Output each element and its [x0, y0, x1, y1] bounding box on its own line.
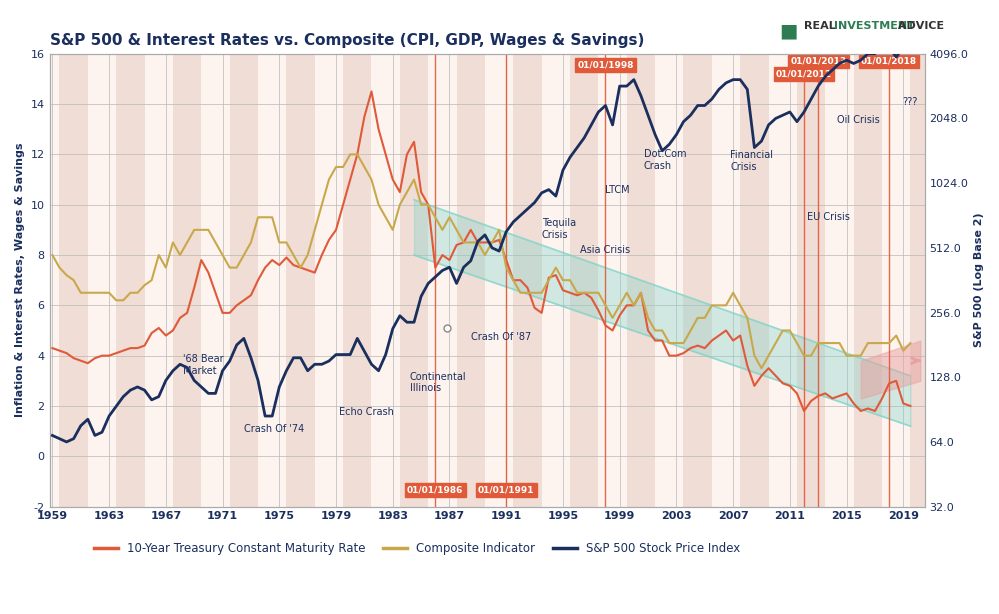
Text: 01/01/1998: 01/01/1998	[577, 61, 633, 69]
Y-axis label: Inflation & Interest Rates, Wages & Savings: Inflation & Interest Rates, Wages & Savi…	[15, 143, 25, 418]
Text: 01/01/1986: 01/01/1986	[408, 486, 464, 495]
Text: Crash Of '74: Crash Of '74	[244, 424, 304, 433]
Text: Dot.Com
Crash: Dot.Com Crash	[643, 149, 686, 171]
Text: Continental
Illinois: Continental Illinois	[410, 372, 467, 394]
Text: 01/01/2012: 01/01/2012	[776, 69, 832, 79]
Bar	[343, 54, 372, 507]
Text: ???: ???	[902, 96, 917, 107]
Text: 01/01/2013: 01/01/2013	[790, 57, 846, 66]
Text: S&P 500 & Interest Rates vs. Composite (CPI, GDP, Wages & Savings): S&P 500 & Interest Rates vs. Composite (…	[50, 33, 644, 49]
Text: ADVICE: ADVICE	[894, 21, 944, 31]
Bar	[116, 54, 145, 507]
Text: EU Crisis: EU Crisis	[807, 212, 850, 222]
Bar	[513, 54, 541, 507]
Bar	[60, 54, 88, 507]
Text: INVESTMENT: INVESTMENT	[834, 21, 915, 31]
Text: Tequila
Crisis: Tequila Crisis	[541, 219, 575, 240]
Text: '68 Bear
Market: '68 Bear Market	[183, 354, 224, 376]
Text: Crash Of '87: Crash Of '87	[471, 332, 531, 342]
Bar	[400, 54, 429, 507]
Bar	[740, 54, 768, 507]
Text: REAL: REAL	[804, 21, 840, 31]
Y-axis label: S&P 500 (Log Base 2): S&P 500 (Log Base 2)	[974, 213, 984, 348]
Bar	[797, 54, 825, 507]
Bar	[570, 54, 598, 507]
Bar	[626, 54, 655, 507]
Text: Financial
Crisis: Financial Crisis	[730, 150, 773, 172]
Bar	[457, 54, 485, 507]
Text: Asia Crisis: Asia Crisis	[580, 245, 630, 255]
Legend: 10-Year Treasury Constant Maturity Rate, Composite Indicator, S&P 500 Stock Pric: 10-Year Treasury Constant Maturity Rate,…	[89, 537, 745, 559]
Text: LTCM: LTCM	[605, 185, 630, 195]
Text: 01/01/2018: 01/01/2018	[861, 57, 917, 66]
Bar	[230, 54, 258, 507]
Text: Echo Crash: Echo Crash	[339, 407, 394, 418]
Bar	[854, 54, 882, 507]
Bar	[287, 54, 315, 507]
Bar	[683, 54, 712, 507]
Bar	[910, 54, 932, 507]
Text: 01/01/1991: 01/01/1991	[478, 486, 534, 495]
Text: ■: ■	[779, 21, 797, 41]
Text: Oil Crisis: Oil Crisis	[836, 115, 879, 125]
Bar	[173, 54, 201, 507]
